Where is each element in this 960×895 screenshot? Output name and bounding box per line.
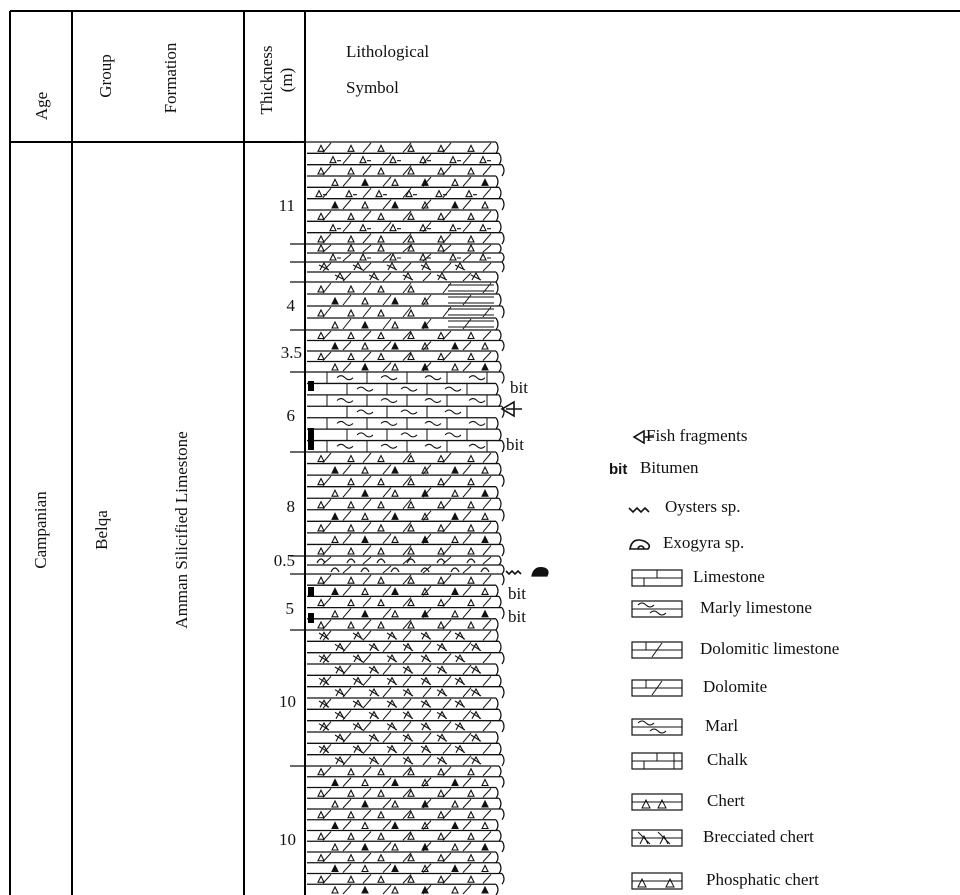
lithology-bed [290, 141, 505, 245]
legend-label: Dolomite [703, 677, 768, 696]
bitumen-note: bit [508, 607, 526, 626]
fish-fragment-mark [500, 400, 522, 418]
thickness-label: 8 [286, 497, 296, 516]
legend-symbols: bit [609, 429, 683, 890]
svg-text:bit: bit [609, 461, 627, 478]
thickness-label: 4 [286, 296, 296, 315]
brecciated-chert-icon [631, 829, 683, 847]
phosphatic-chert-icon [631, 872, 683, 890]
legend-label: Fish fragments [646, 426, 748, 445]
lithology-bed [290, 281, 505, 331]
fish-arrow-icon [632, 429, 654, 445]
legend-label: Chert [707, 791, 745, 810]
thickness-label: 5 [285, 599, 295, 618]
marly-limestone-icon [631, 600, 683, 618]
legend-label: Bitumen [640, 458, 699, 477]
bitumen-note: bit [506, 435, 524, 454]
legend-label: Oysters sp. [665, 497, 741, 516]
thickness-label: 0.5 [273, 551, 295, 570]
thickness-label: 11 [278, 196, 295, 215]
legend-label: Chalk [707, 750, 748, 769]
lithology-bed [290, 629, 505, 767]
legend-label: Marl [705, 716, 739, 735]
legend-label: Limestone [693, 567, 765, 586]
limestone-icon [631, 569, 683, 587]
dolomite-icon [631, 679, 683, 697]
bitumen-mark [308, 587, 314, 597]
lithology-bed [290, 555, 505, 575]
legend-label: Brecciated chert [703, 827, 814, 846]
header-symbol: Symbol [346, 78, 399, 97]
bit-text-icon: bit [609, 461, 627, 478]
bitumen-mark [308, 381, 314, 391]
lithology-bed [290, 765, 505, 895]
legend-label: Phosphatic chert [706, 870, 819, 889]
bitumen-mark [308, 613, 314, 623]
chert-icon [631, 793, 683, 811]
thickness-label: 10 [279, 830, 296, 849]
thickness-label: 6 [286, 406, 296, 425]
bitumen-note: bit [508, 584, 526, 603]
lithology-bed [290, 371, 505, 453]
lithology-bed [290, 329, 505, 373]
lithology-bed [290, 261, 505, 283]
legend-label: Marly limestone [700, 598, 812, 617]
header-lithological: Lithological [346, 42, 430, 61]
lithology-beds [290, 141, 505, 895]
oyster-icon [628, 506, 650, 514]
legend-label: Exogyra sp. [663, 533, 745, 552]
exogyra-icon [629, 539, 651, 550]
exogyra-mark [531, 567, 549, 577]
oyster-mark [505, 569, 522, 576]
legend-label: Dolomitic limestone [700, 639, 840, 658]
thickness-label: 10 [279, 692, 296, 711]
lithology-bed [290, 451, 505, 557]
chalk-icon [631, 752, 683, 770]
marl-icon [631, 718, 683, 736]
bitumen-mark [308, 428, 314, 450]
thickness-label: 3.5 [280, 343, 302, 362]
lithology-bed [290, 573, 505, 631]
lithology-bed [290, 243, 505, 263]
dolomitic-limestone-icon [631, 641, 683, 659]
bitumen-note: bit [510, 378, 528, 397]
